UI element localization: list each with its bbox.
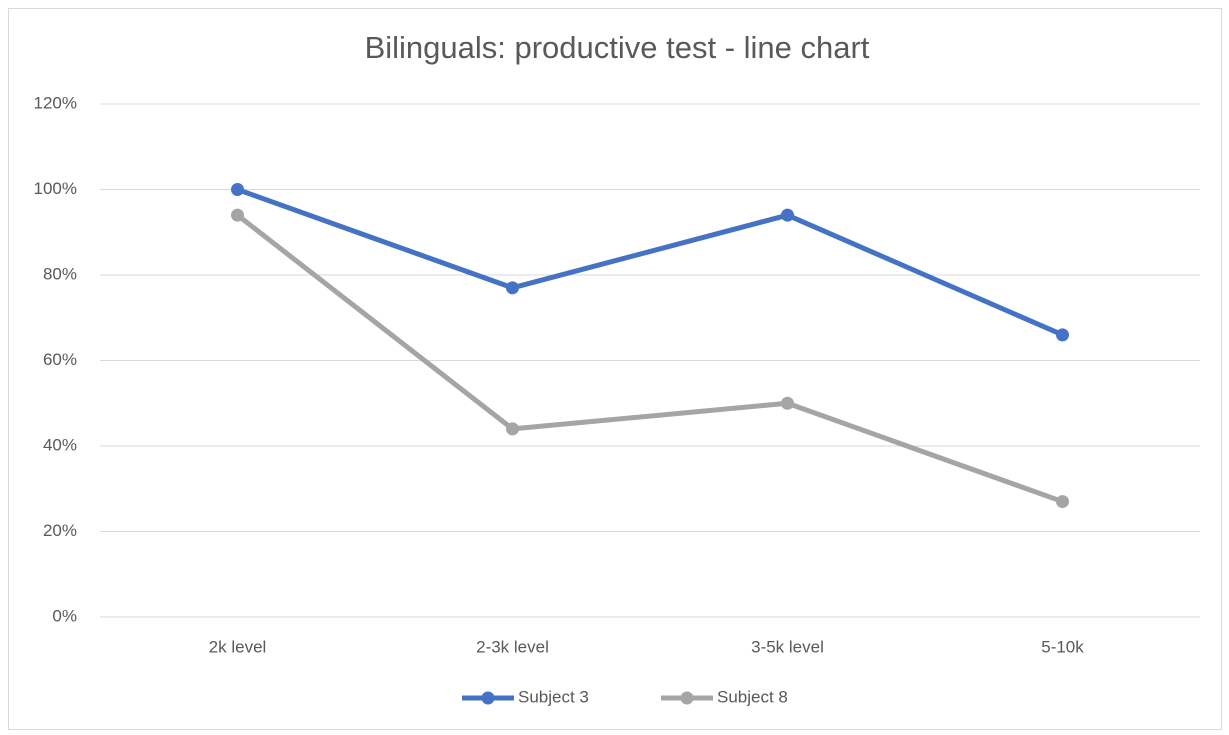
y-tick-label: 40% (43, 435, 77, 454)
chart-border (8, 8, 1222, 730)
data-point (506, 281, 519, 295)
series-line (235, 212, 1065, 505)
series-line (235, 187, 1065, 338)
data-point (231, 208, 244, 222)
legend-label: Subject 3 (518, 687, 589, 706)
data-point (1056, 495, 1069, 509)
data-point (781, 208, 794, 222)
y-tick-label: 20% (43, 521, 77, 540)
y-tick-label: 60% (43, 350, 77, 369)
x-tick-label: 2-3k level (476, 637, 549, 656)
data-point (506, 422, 519, 436)
legend-marker (481, 691, 495, 705)
legend-marker (680, 691, 694, 705)
x-tick-label: 3-5k level (751, 637, 824, 656)
y-tick-label: 80% (43, 264, 77, 283)
y-tick-label: 100% (34, 179, 77, 198)
data-point (231, 183, 244, 196)
chart-title: Bilinguals: productive test - line chart (365, 30, 870, 65)
x-tick-label: 2k level (209, 637, 267, 656)
y-tick-label: 120% (34, 93, 77, 112)
x-tick-label: 5-10k (1041, 637, 1084, 656)
data-point (1056, 328, 1069, 342)
legend-label: Subject 8 (717, 687, 788, 706)
y-tick-label: 0% (52, 606, 77, 625)
data-point (781, 396, 794, 410)
